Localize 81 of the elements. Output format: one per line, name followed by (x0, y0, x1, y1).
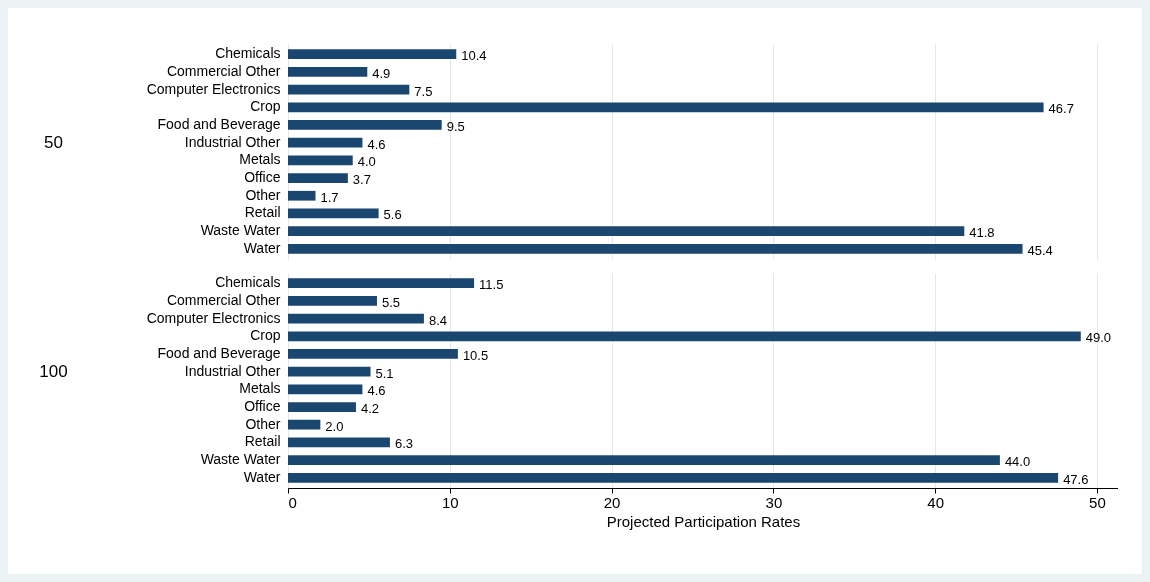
bar (288, 173, 348, 183)
bar (288, 437, 390, 448)
y-tick-label: Water (243, 468, 281, 485)
data-label: 10.5 (462, 347, 489, 363)
y-tick-label: Computer Electronics (146, 309, 281, 326)
y-tick-label: Waste Water (200, 222, 281, 239)
y-tick-label: Office (244, 398, 281, 415)
data-label: 10.4 (461, 48, 487, 64)
data-label: 45.4 (1027, 242, 1053, 258)
y-tick-label: Retail (244, 433, 281, 450)
y-tick-label: Computer Electronics (146, 80, 281, 97)
bar (288, 402, 356, 412)
x-tick-label: 50 (1089, 493, 1106, 511)
bar (288, 331, 1081, 342)
y-tick-label: Industrial Other (184, 362, 281, 379)
data-label: 5.6 (383, 207, 402, 223)
y-tick-label: Metals (239, 151, 281, 168)
y-tick-label: Water (243, 239, 281, 256)
bar (288, 296, 377, 306)
data-label: 9.5 (446, 118, 465, 134)
y-tick-label: Retail (244, 204, 281, 221)
bar (288, 137, 363, 148)
bar (288, 455, 1000, 465)
bar (288, 226, 965, 236)
y-tick-label: Metals (239, 380, 281, 397)
data-label: 4.6 (367, 136, 386, 152)
data-label: 4.0 (357, 154, 376, 170)
data-label: 7.5 (414, 83, 433, 99)
bar (288, 67, 368, 77)
y-tick-label: Crop (250, 327, 281, 344)
y-tick-label: Crop (250, 98, 281, 115)
y-tick-label: Food and Beverage (157, 115, 281, 132)
data-label: 8.4 (428, 312, 447, 328)
bar (288, 243, 1023, 254)
data-label: 41.8 (969, 225, 995, 241)
data-label: 44.0 (1004, 454, 1031, 470)
bar (288, 278, 475, 289)
y-tick-label: Industrial Other (184, 133, 281, 150)
y-tick-label: Food and Beverage (157, 344, 281, 361)
bar (288, 49, 457, 60)
data-label: 11.5 (479, 277, 504, 293)
data-label: 3.7 (352, 172, 371, 188)
x-tick-label: 10 (441, 493, 459, 511)
data-label: 6.3 (394, 436, 414, 452)
x-tick-label: 0 (288, 493, 297, 511)
y-tick-label: Commercial Other (166, 62, 281, 79)
data-label: 49.0 (1085, 330, 1112, 346)
data-label: 46.7 (1048, 101, 1074, 117)
x-tick-label: 30 (765, 493, 783, 511)
bar (288, 84, 410, 95)
bar (288, 349, 458, 359)
y-tick-label: Office (244, 169, 281, 186)
y-axis-title: 100 (39, 361, 68, 381)
y-tick-label: Other (245, 186, 281, 203)
data-label: 5.1 (375, 365, 394, 381)
x-tick-label: 40 (927, 493, 945, 511)
y-tick-label: Chemicals (215, 274, 281, 291)
bar (288, 190, 316, 201)
y-tick-label: Other (245, 415, 281, 432)
data-label: 1.7 (320, 189, 339, 205)
y-tick-label: Commercial Other (166, 291, 281, 308)
bar (288, 208, 379, 219)
y-tick-label: Chemicals (215, 45, 281, 62)
bar (288, 366, 371, 377)
y-tick-label: Waste Water (200, 451, 281, 468)
bar (288, 313, 424, 324)
x-axis-title: Projected Participation Rates (606, 512, 801, 530)
data-label: 47.6 (1063, 471, 1089, 487)
bar (288, 102, 1044, 113)
x-tick-label: 20 (603, 493, 621, 511)
data-label: 4.2 (360, 401, 380, 417)
data-label: 4.6 (367, 383, 386, 399)
bar (288, 120, 442, 130)
bar (288, 155, 353, 166)
data-label: 4.9 (372, 65, 391, 81)
data-label: 2.0 (325, 418, 344, 434)
bar (288, 419, 321, 430)
data-label: 5.5 (381, 294, 401, 310)
bar (288, 472, 1059, 483)
bar (288, 384, 363, 395)
y-axis-title: 50 (44, 132, 63, 152)
